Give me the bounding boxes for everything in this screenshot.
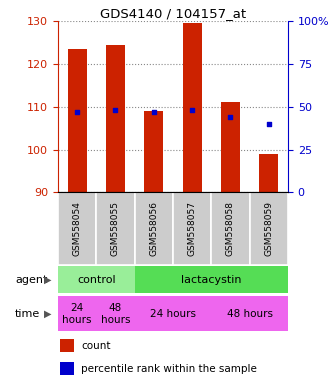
Bar: [58, 266, 135, 293]
Text: control: control: [77, 275, 116, 285]
Bar: [144, 111, 164, 192]
Text: 48 hours: 48 hours: [227, 309, 273, 319]
Title: GDS4140 / 104157_at: GDS4140 / 104157_at: [100, 7, 246, 20]
FancyBboxPatch shape: [96, 192, 135, 265]
Bar: [60, 339, 74, 352]
Bar: [211, 296, 288, 331]
Text: 24 hours: 24 hours: [150, 309, 196, 319]
Bar: [135, 266, 288, 293]
Text: 48
hours: 48 hours: [101, 303, 130, 324]
Point: [228, 114, 233, 120]
FancyBboxPatch shape: [211, 192, 250, 265]
Point: [189, 107, 195, 113]
Point: [266, 121, 271, 127]
Point: [113, 107, 118, 113]
Text: count: count: [81, 341, 111, 351]
Point: [151, 109, 157, 115]
FancyBboxPatch shape: [58, 192, 96, 265]
Text: 24
hours: 24 hours: [62, 303, 92, 324]
Bar: [221, 103, 240, 192]
Text: GSM558056: GSM558056: [149, 201, 158, 256]
Text: percentile rank within the sample: percentile rank within the sample: [81, 364, 257, 374]
FancyBboxPatch shape: [250, 192, 288, 265]
Text: ▶: ▶: [44, 275, 51, 285]
Bar: [96, 296, 135, 331]
Bar: [135, 296, 211, 331]
Bar: [259, 154, 278, 192]
Point: [74, 109, 80, 115]
FancyBboxPatch shape: [173, 192, 211, 265]
Text: ▶: ▶: [44, 309, 51, 319]
Text: GSM558054: GSM558054: [72, 201, 82, 256]
Text: GSM558058: GSM558058: [226, 201, 235, 256]
Text: GSM558055: GSM558055: [111, 201, 120, 256]
Text: agent: agent: [15, 275, 47, 285]
Bar: [68, 49, 87, 192]
Text: GSM558057: GSM558057: [188, 201, 197, 256]
Bar: [58, 296, 96, 331]
Bar: [182, 23, 202, 192]
Bar: [60, 362, 74, 376]
Text: time: time: [15, 309, 40, 319]
Bar: [106, 45, 125, 192]
FancyBboxPatch shape: [135, 192, 173, 265]
Text: GSM558059: GSM558059: [264, 201, 273, 256]
Text: lactacystin: lactacystin: [181, 275, 242, 285]
